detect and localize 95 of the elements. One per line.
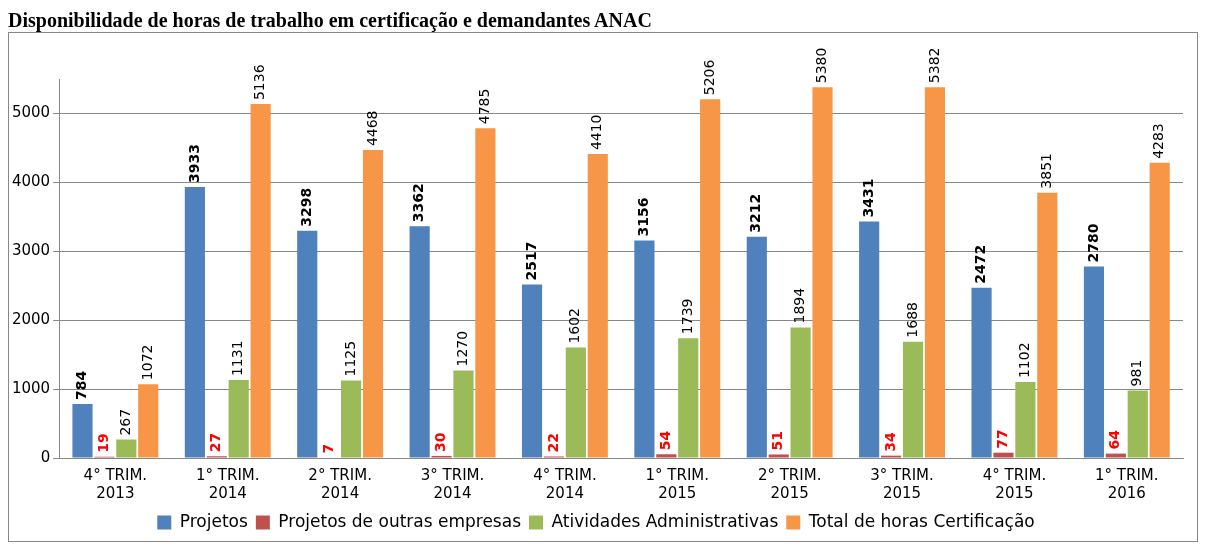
data-label: 4410 bbox=[588, 114, 605, 151]
bar bbox=[790, 327, 811, 458]
data-label: 4785 bbox=[476, 88, 493, 125]
bar bbox=[453, 370, 474, 458]
legend-label: Projetos de outras empresas bbox=[278, 510, 522, 531]
bar bbox=[971, 287, 992, 458]
bar bbox=[700, 99, 721, 458]
chart-title: Disponibilidade de horas de trabalho em certificação e demandantes ANAC bbox=[8, 8, 653, 32]
bar bbox=[746, 236, 767, 458]
bar bbox=[184, 186, 205, 458]
x-tick-label: 1° TRIM. 2016 bbox=[1095, 465, 1159, 502]
bar bbox=[1105, 453, 1126, 458]
bar bbox=[812, 87, 833, 458]
data-label: 5382 bbox=[925, 47, 942, 84]
y-tick-label: 4000 bbox=[11, 172, 51, 191]
bar bbox=[634, 240, 655, 458]
bar bbox=[1127, 390, 1148, 458]
data-label: 1102 bbox=[1016, 342, 1033, 379]
bar bbox=[993, 452, 1014, 458]
data-label: 1688 bbox=[903, 302, 920, 338]
data-label: 4283 bbox=[1150, 123, 1167, 159]
x-tick-label: 1° TRIM. 2014 bbox=[195, 465, 260, 502]
data-label: 64 bbox=[1106, 429, 1123, 450]
bar bbox=[362, 150, 384, 458]
bar bbox=[475, 128, 496, 458]
data-label: 3298 bbox=[297, 187, 314, 227]
data-label: 54 bbox=[656, 430, 673, 451]
x-tick-label: 4° TRIM. 2015 bbox=[982, 465, 1047, 502]
bar bbox=[565, 347, 586, 458]
data-label: 1270 bbox=[454, 330, 471, 367]
data-label: 2517 bbox=[522, 241, 539, 281]
bar bbox=[1083, 266, 1105, 458]
data-label: 1131 bbox=[229, 340, 246, 377]
data-label: 1125 bbox=[341, 340, 358, 377]
bar bbox=[1015, 382, 1036, 458]
bar bbox=[1037, 192, 1058, 458]
y-tick-label: 2000 bbox=[11, 310, 51, 329]
data-label: 784 bbox=[73, 370, 90, 400]
x-tick-label: 2° TRIM. 2014 bbox=[308, 465, 372, 502]
bar bbox=[1149, 162, 1170, 458]
data-label: 981 bbox=[1128, 359, 1145, 387]
data-label: 77 bbox=[994, 429, 1011, 449]
bar bbox=[72, 403, 93, 458]
bar bbox=[656, 454, 677, 458]
x-tick-label: 3° TRIM. 2015 bbox=[870, 465, 934, 502]
x-tick-label: 4° TRIM. 2013 bbox=[83, 465, 148, 502]
legend-label: Total de horas Certificação bbox=[807, 510, 1035, 531]
data-label: 2472 bbox=[972, 244, 989, 284]
bar bbox=[902, 341, 924, 458]
y-tick-label: 5000 bbox=[11, 103, 51, 122]
data-label: 51 bbox=[769, 431, 786, 451]
data-label: 3212 bbox=[747, 193, 764, 233]
data-label: 4468 bbox=[363, 110, 380, 147]
data-label: 267 bbox=[116, 408, 133, 436]
x-tick-label: 2° TRIM. 2015 bbox=[757, 465, 822, 502]
data-label: 1072 bbox=[138, 344, 155, 381]
bar bbox=[587, 154, 608, 458]
legend-label: Atividades Administrativas bbox=[551, 510, 779, 531]
data-label: 19 bbox=[95, 433, 112, 453]
y-tick-label: 1000 bbox=[11, 378, 51, 397]
bar bbox=[116, 439, 137, 458]
data-label: 3362 bbox=[410, 183, 427, 223]
legend-label: Projetos bbox=[179, 510, 248, 531]
bar bbox=[678, 338, 699, 458]
data-label: 3156 bbox=[635, 197, 652, 237]
data-label: 22 bbox=[544, 433, 561, 453]
bar bbox=[924, 87, 945, 458]
bar bbox=[138, 384, 159, 458]
data-label: 3933 bbox=[185, 144, 202, 183]
data-label: 30 bbox=[432, 432, 449, 452]
bar bbox=[521, 284, 543, 458]
x-tick-label: 1° TRIM. 2015 bbox=[645, 465, 710, 502]
data-label: 3431 bbox=[859, 178, 876, 218]
data-label: 1894 bbox=[791, 287, 808, 324]
data-label: 5206 bbox=[700, 59, 717, 96]
y-tick-label: 0 bbox=[40, 447, 51, 466]
data-label: 34 bbox=[881, 431, 898, 452]
y-tick-label: 3000 bbox=[11, 241, 51, 260]
x-tick-label: 4° TRIM. 2014 bbox=[533, 465, 597, 502]
data-label: 3851 bbox=[1037, 152, 1054, 189]
bar bbox=[341, 380, 362, 458]
data-label: 2780 bbox=[1084, 223, 1101, 263]
data-label: 7 bbox=[319, 443, 336, 454]
bar bbox=[228, 380, 249, 458]
bar bbox=[409, 226, 430, 458]
x-tick-label: 3° TRIM. 2014 bbox=[420, 465, 485, 502]
bar bbox=[859, 221, 880, 458]
data-label: 5380 bbox=[813, 47, 830, 84]
data-label: 5136 bbox=[251, 64, 268, 101]
bar bbox=[250, 104, 271, 458]
bar bbox=[768, 454, 789, 458]
data-label: 1739 bbox=[678, 298, 695, 335]
bar bbox=[297, 230, 318, 458]
data-label: 27 bbox=[207, 432, 224, 453]
data-label: 1602 bbox=[566, 307, 583, 344]
